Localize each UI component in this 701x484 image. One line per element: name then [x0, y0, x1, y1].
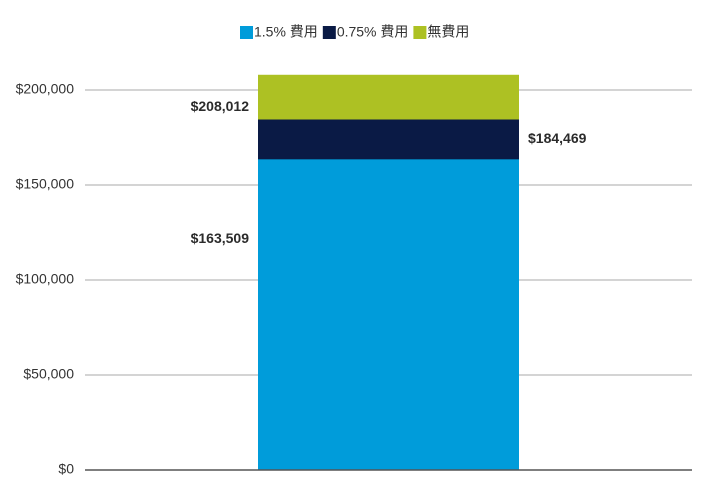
y-tick-label: $50,000	[23, 366, 74, 382]
bar	[258, 159, 519, 471]
value-label: $208,012	[191, 98, 250, 114]
y-tick-label: $100,000	[16, 271, 75, 287]
value-label: $184,469	[528, 130, 587, 146]
legend-swatch	[322, 26, 336, 39]
y-tick-label: $200,000	[16, 81, 75, 97]
legend-label: 無費用	[427, 24, 469, 40]
legend-label: 0.75% 費用	[337, 24, 409, 40]
legend-swatch	[240, 26, 253, 39]
legend-swatch	[413, 26, 427, 39]
y-tick-label: $0	[58, 461, 74, 477]
value-label: $163,509	[191, 230, 250, 246]
y-tick-label: $150,000	[16, 176, 75, 192]
legend-label: 1.5% 費用	[254, 24, 318, 40]
